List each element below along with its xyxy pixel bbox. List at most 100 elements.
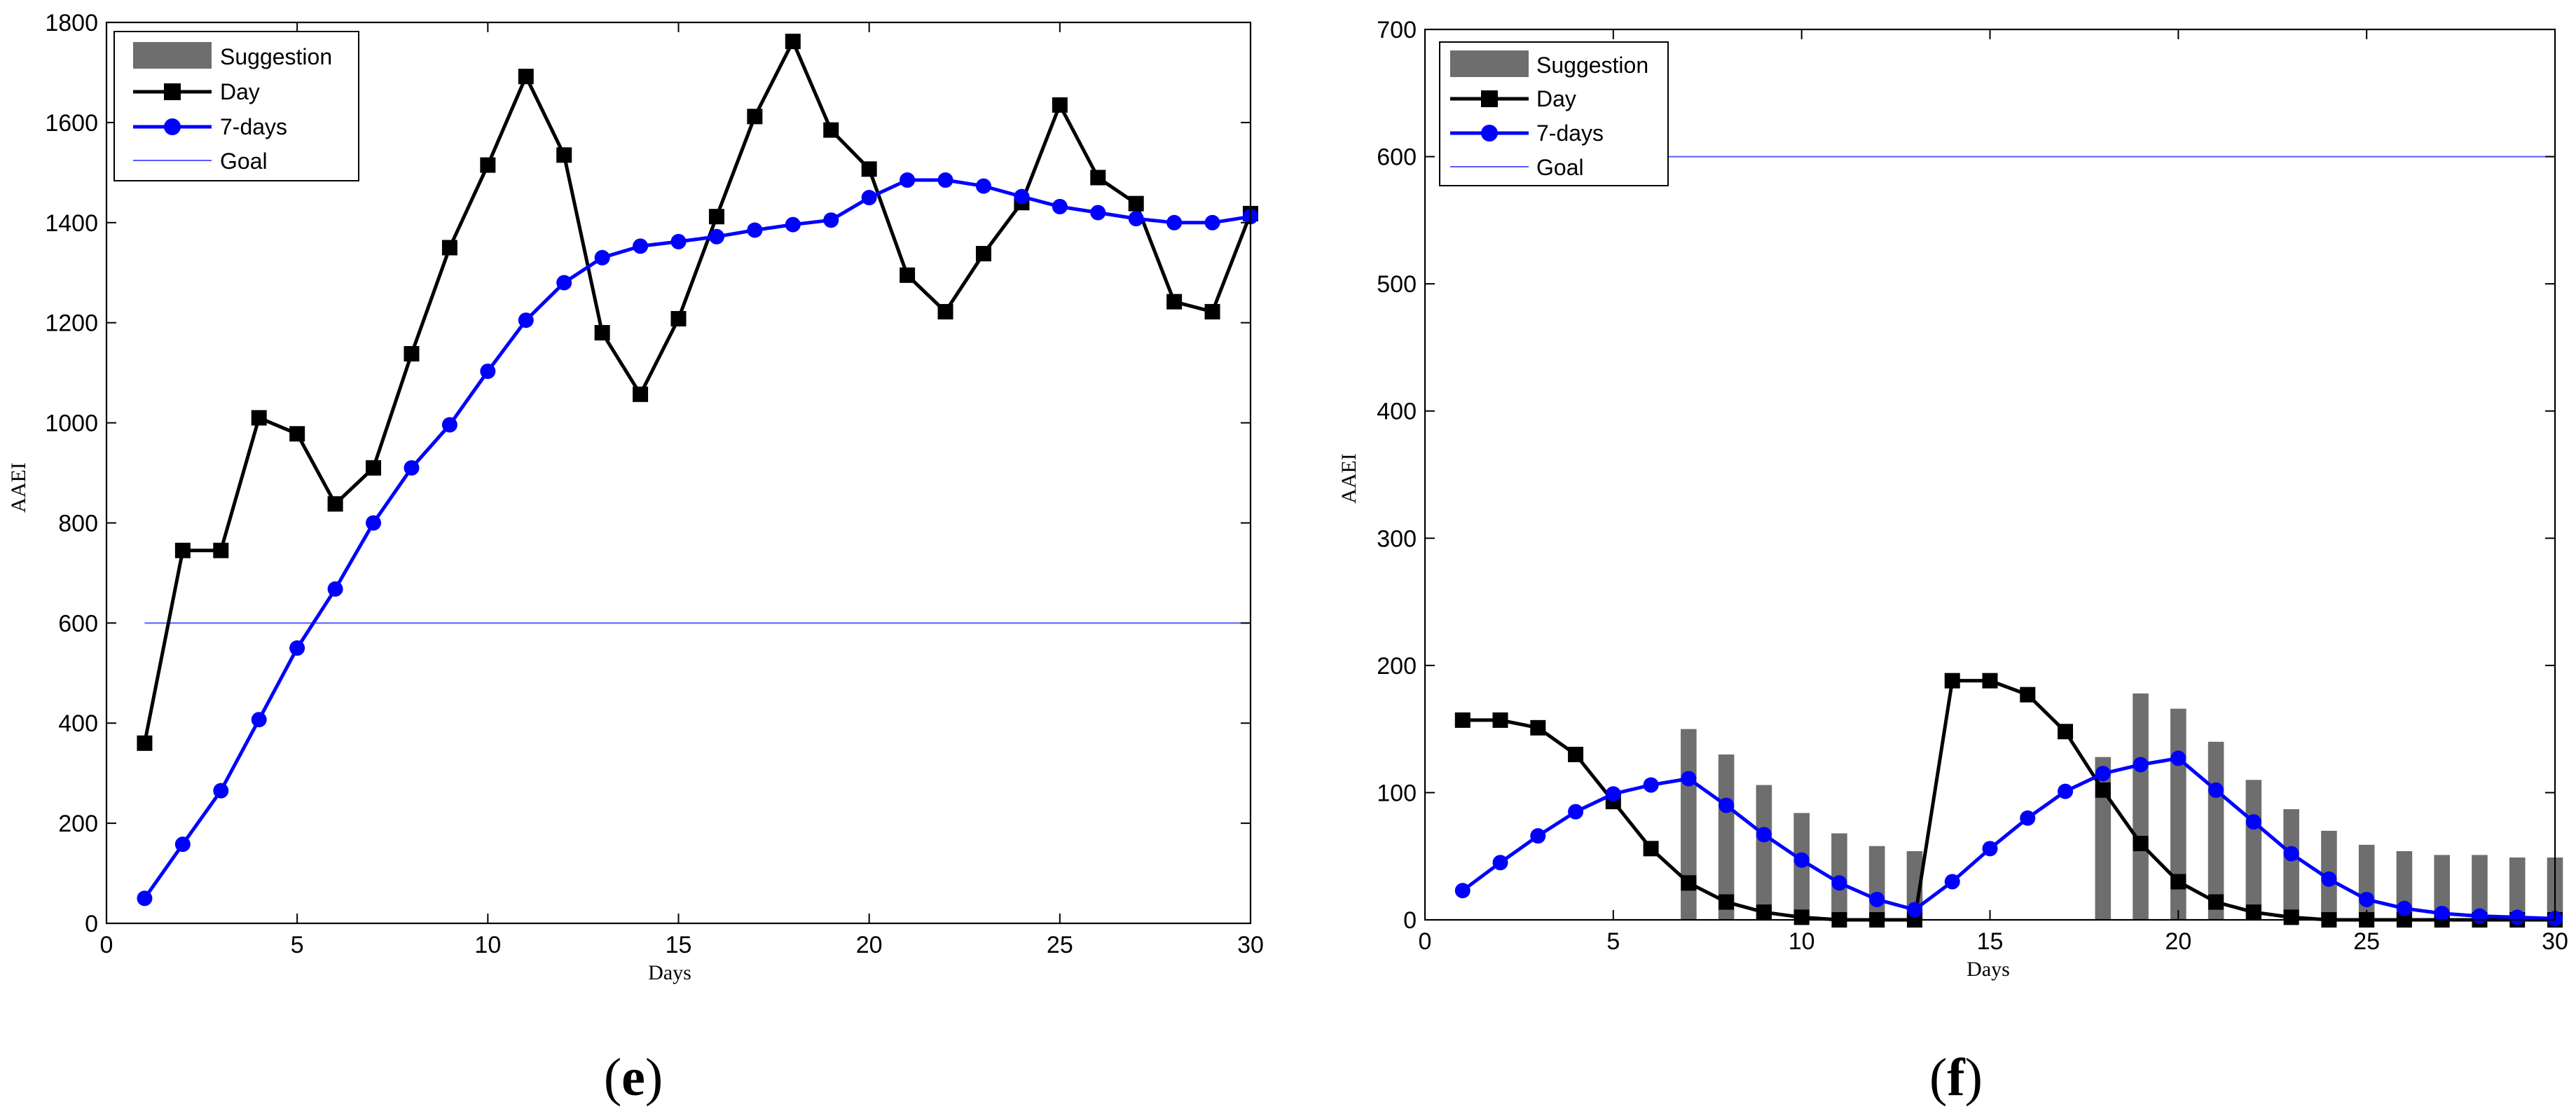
data-point-7-days <box>708 228 724 244</box>
y-tick-label: 0 <box>1403 907 1417 934</box>
data-point-day <box>2208 894 2224 910</box>
legend-label-7days-e: 7-days <box>220 114 287 139</box>
legend-marker-7days-f <box>1481 125 1498 142</box>
data-point-day <box>518 69 534 85</box>
data-point-7-days <box>785 216 801 233</box>
data-point-7-days <box>2283 846 2299 862</box>
data-point-day <box>1982 673 1998 689</box>
data-point-day <box>441 240 457 256</box>
suggestion-bar <box>1756 785 1772 920</box>
data-point-7-days <box>1793 852 1810 868</box>
series-line-7-days-f <box>1461 756 2556 921</box>
suggestion-bar <box>1718 754 1735 920</box>
legend-marker-7days-e <box>164 118 181 135</box>
y-tick-label: 1600 <box>45 110 98 137</box>
suggestion-bar <box>2133 693 2149 920</box>
y-tick-label: 1400 <box>45 210 98 237</box>
x-tick-label: 25 <box>2353 928 2380 955</box>
data-point-7-days <box>366 515 382 531</box>
data-point-7-days <box>900 172 916 188</box>
y-tick-label: 300 <box>1377 525 1417 552</box>
y-tick-label: 200 <box>58 811 98 837</box>
y-tick-label: 0 <box>85 911 98 937</box>
data-point-7-days <box>1530 828 1546 844</box>
x-axis-title-e: Days <box>648 961 691 984</box>
data-point-7-days <box>137 890 153 907</box>
data-point-7-days <box>441 417 457 433</box>
data-point-day <box>1166 294 1183 310</box>
y-tick-label: 500 <box>1377 271 1417 298</box>
data-point-day <box>1643 841 1659 857</box>
data-point-day <box>1681 875 1697 891</box>
y-axis-title-e: AAEI <box>7 462 30 513</box>
data-point-7-days <box>1643 777 1659 793</box>
y-tick-label: 600 <box>1377 144 1417 171</box>
data-point-day <box>937 303 953 319</box>
y-tick-label: 1200 <box>45 310 98 337</box>
y-axis-title-f: AAEI <box>1337 453 1361 504</box>
x-tick-label: 10 <box>474 932 501 958</box>
data-point-7-days <box>2170 750 2186 766</box>
data-point-7-days <box>556 275 572 291</box>
data-point-7-days <box>747 222 763 238</box>
data-point-day <box>2283 909 2299 925</box>
data-point-day <box>213 542 229 558</box>
data-point-day <box>289 426 305 442</box>
suggestion-bar <box>2207 741 2224 920</box>
legend-box-f <box>1439 41 1669 186</box>
data-point-7-days <box>975 178 991 194</box>
x-axis-ticks-f: 0 5 10 15 20 25 30 <box>1419 29 2568 955</box>
data-point-7-days <box>2245 814 2261 830</box>
suggestion-bars-f <box>1681 693 2563 920</box>
data-point-day <box>366 460 382 476</box>
x-tick-label: 15 <box>1977 928 2004 955</box>
data-point-7-days <box>1128 211 1144 227</box>
suggestion-bar <box>1681 729 1697 920</box>
x-tick-label: 0 <box>100 932 113 958</box>
x-axis-ticks-e: 0 5 10 15 20 25 30 <box>100 22 1264 958</box>
suggestion-bar <box>2245 780 2262 920</box>
y-axis-ticks-e: 0 200 400 600 800 1000 1200 1400 1600 1800 <box>45 10 1251 937</box>
x-tick-label: 15 <box>666 932 692 958</box>
data-point-7-days <box>2321 871 2337 887</box>
data-point-day <box>1090 170 1106 186</box>
data-point-7-days <box>1014 188 1030 205</box>
legend-marker-day-e <box>164 83 181 100</box>
data-point-7-days <box>1944 874 1960 890</box>
data-point-7-days <box>1605 786 1621 802</box>
x-tick-label: 30 <box>2542 928 2568 955</box>
data-point-day <box>975 246 991 262</box>
data-point-7-days <box>1568 804 1584 820</box>
series-line-7-days-e <box>143 178 1251 900</box>
data-point-7-days <box>1492 855 1508 871</box>
data-point-day <box>2170 874 2186 890</box>
legend-label-7days-f: 7-days <box>1536 120 1604 146</box>
data-point-7-days <box>594 249 610 266</box>
series-layer-e <box>137 34 1258 907</box>
data-point-7-days <box>213 783 229 799</box>
data-point-7-days <box>1756 827 1772 843</box>
data-point-day <box>1944 673 1960 689</box>
series-line-day-e <box>142 39 1253 744</box>
data-point-day <box>1128 195 1144 212</box>
data-point-7-days <box>1906 902 1922 918</box>
panel-label-f: (f) <box>1929 1048 1983 1107</box>
x-tick-label: 0 <box>1419 928 1432 955</box>
data-point-7-days <box>1869 891 1885 907</box>
data-point-7-days <box>1204 214 1220 230</box>
data-point-7-days <box>404 460 420 476</box>
legend-label-goal-f: Goal <box>1536 155 1584 180</box>
x-tick-label: 5 <box>1606 928 1620 955</box>
data-point-day <box>1530 719 1546 736</box>
data-point-day <box>594 324 610 340</box>
data-point-day <box>251 410 267 426</box>
suggestion-bar <box>2472 855 2488 920</box>
y-tick-label: 700 <box>1377 17 1417 43</box>
panel-label-e: (e) <box>604 1048 663 1107</box>
legend-label-day-e: Day <box>220 79 260 104</box>
data-point-day <box>404 345 420 361</box>
y-tick-label: 1800 <box>45 10 98 36</box>
data-point-7-days <box>1052 198 1068 214</box>
data-point-day <box>480 157 496 173</box>
